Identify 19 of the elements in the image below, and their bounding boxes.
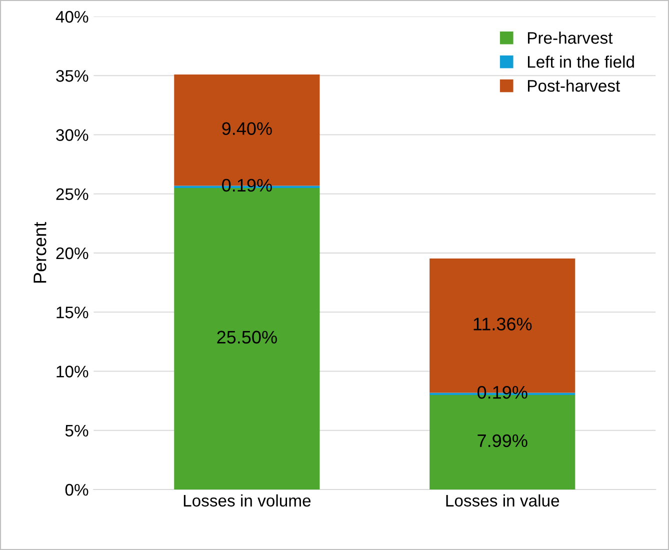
y-tick-label: 15% [56,306,88,318]
y-tick-label: 5% [65,424,88,437]
y-axis-title: Percent [34,222,46,283]
legend-label: Pre-harvest [528,32,613,44]
y-tick-label: 10% [56,366,88,378]
legend-label: Post-harvest [528,80,620,92]
data-label: 11.36% [474,318,532,330]
x-tick-label: Losses in volume [184,494,311,507]
data-label: 25.50% [217,330,277,344]
x-tick-label: Losses in value [446,494,560,507]
y-tick-label: 25% [56,188,88,200]
y-tick-label: 40% [56,10,88,23]
data-label: 7.99% [478,434,528,448]
y-tick-label: 35% [56,70,88,82]
y-tick-label: 20% [56,247,88,260]
y-tick-label: 0% [65,484,88,496]
legend-label: Left in the field [528,56,634,68]
y-tick-label: 30% [56,129,88,141]
data-label: 9.40% [222,122,272,135]
